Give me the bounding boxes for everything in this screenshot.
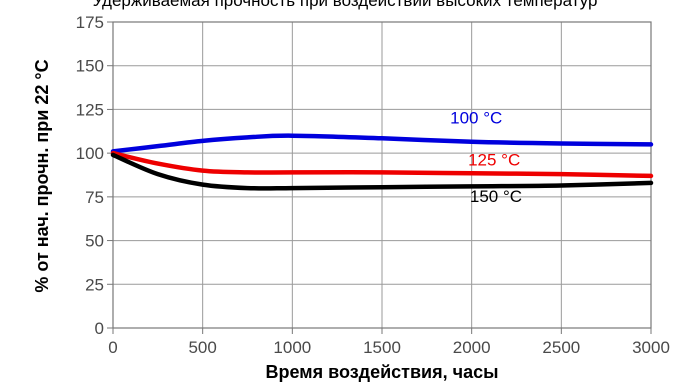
y-tick-label: 75 [85, 188, 104, 207]
series-label: 150 °C [470, 187, 522, 206]
y-tick-label: 125 [76, 100, 104, 119]
series-labels: 100 °C 125 °C 150 °C [450, 108, 522, 206]
x-tick-label: 500 [188, 338, 216, 357]
series-line [110, 150, 654, 179]
y-tick-label: 0 [95, 319, 104, 338]
x-tick-label: 3000 [632, 338, 670, 357]
chart-title: Удерживаемая прочность при воздействии в… [93, 0, 598, 10]
x-tick-label: 2000 [453, 338, 491, 357]
series-lines [110, 133, 654, 191]
series-line [110, 152, 654, 191]
x-tick-label: 1500 [363, 338, 401, 357]
x-tick-label: 0 [108, 338, 117, 357]
series-label: 125 °C [468, 150, 520, 169]
x-tick-label: 2500 [542, 338, 580, 357]
series-label: 100 °C [450, 108, 502, 127]
series-line [110, 133, 654, 154]
y-axis-title: % от нач. прочн. при 22 °С [32, 59, 52, 292]
x-axis-title: Время воздействия, часы [266, 362, 499, 382]
y-tick-label: 50 [85, 232, 104, 251]
y-tick-label: 100 [76, 144, 104, 163]
y-tick-label: 150 [76, 57, 104, 76]
y-tick-label: 25 [85, 275, 104, 294]
axis-ticks: 0 500 1000 1500 2000 2500 3000 0 25 50 75 100 125 150… [76, 13, 670, 357]
y-tick-label: 175 [76, 13, 104, 32]
x-tick-label: 1000 [273, 338, 311, 357]
